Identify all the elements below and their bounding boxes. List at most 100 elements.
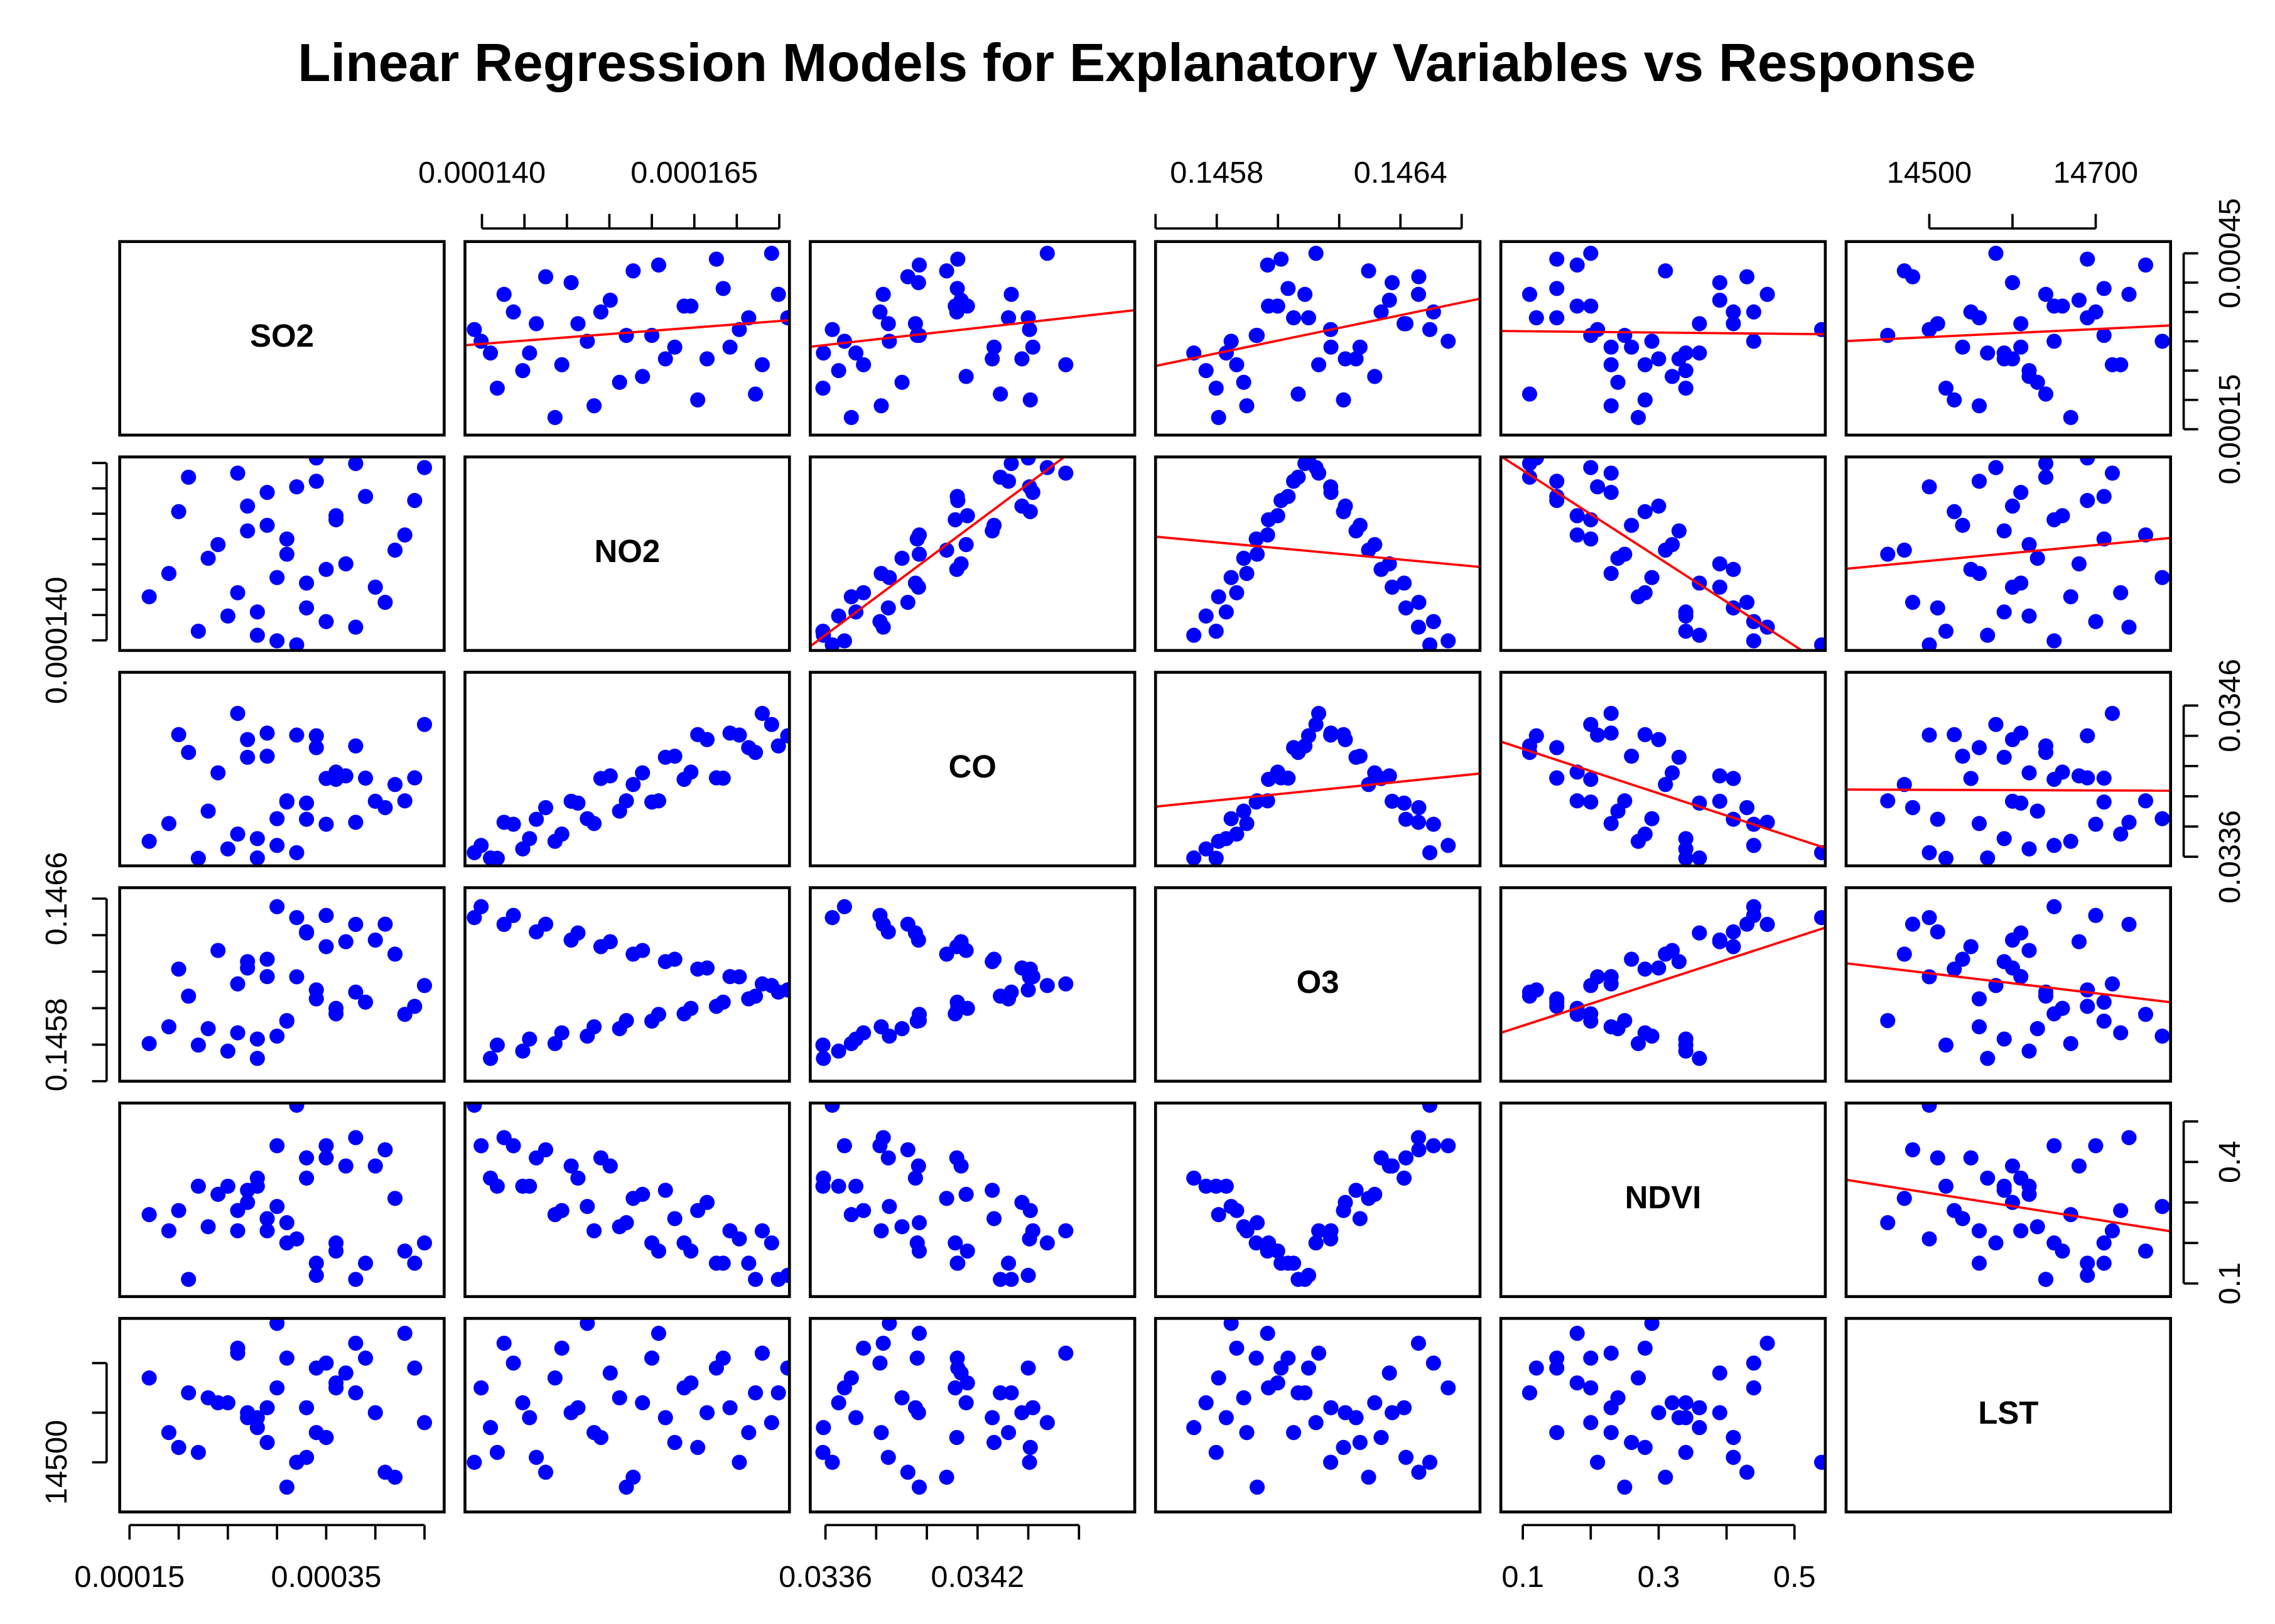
point <box>269 811 285 826</box>
point <box>1352 1211 1368 1226</box>
point <box>816 1170 831 1186</box>
point <box>651 1326 666 1341</box>
point <box>1678 1043 1694 1059</box>
point <box>1022 1454 1037 1470</box>
point <box>900 595 916 610</box>
point <box>515 1178 531 1194</box>
point <box>1229 585 1245 600</box>
point <box>377 916 393 932</box>
point <box>1229 1340 1245 1356</box>
point <box>2046 512 2062 528</box>
point <box>338 1158 354 1174</box>
point <box>1678 841 1694 857</box>
point <box>1373 1429 1389 1446</box>
point <box>367 793 383 809</box>
point <box>496 815 512 830</box>
point <box>1286 1425 1302 1441</box>
point <box>1422 1454 1438 1470</box>
point <box>1583 794 1599 810</box>
point <box>220 608 235 624</box>
point <box>328 512 344 528</box>
point <box>1678 381 1694 396</box>
point <box>1963 1150 1979 1166</box>
point <box>171 504 186 519</box>
point <box>1971 1255 1987 1271</box>
point <box>993 1385 1008 1400</box>
point <box>1739 916 1755 932</box>
point <box>2004 498 2021 514</box>
point <box>1367 369 1383 384</box>
point <box>1248 1235 1264 1251</box>
point <box>1398 316 1414 332</box>
point <box>1058 976 1074 992</box>
point <box>1905 1142 1921 1157</box>
point <box>612 1390 627 1405</box>
point <box>1422 322 1438 337</box>
panel <box>809 1317 1137 1513</box>
point <box>2046 333 2062 349</box>
point <box>722 339 738 355</box>
point <box>200 550 216 566</box>
point <box>2080 982 2095 998</box>
point <box>1996 351 2012 367</box>
point <box>200 1020 216 1036</box>
point <box>816 1420 831 1436</box>
point <box>563 793 579 809</box>
point <box>2080 457 2095 466</box>
point <box>2021 943 2037 958</box>
point <box>1323 725 1339 741</box>
point <box>2137 1243 2154 1259</box>
point <box>1759 286 1775 302</box>
point <box>240 954 256 970</box>
point <box>338 934 354 950</box>
point <box>848 1178 864 1194</box>
point <box>1248 1350 1264 1366</box>
point <box>722 725 738 741</box>
point <box>171 1439 186 1455</box>
point <box>210 943 226 958</box>
point <box>279 794 295 810</box>
point <box>1297 1272 1313 1287</box>
point <box>230 585 246 600</box>
point <box>279 1480 295 1495</box>
point <box>1198 1178 1214 1194</box>
point <box>1250 546 1265 562</box>
point <box>529 1449 544 1465</box>
point <box>2080 492 2095 509</box>
point <box>1971 310 1987 326</box>
point <box>635 369 651 384</box>
point <box>377 1142 393 1157</box>
point <box>1397 575 1412 591</box>
point <box>2046 771 2062 788</box>
point <box>210 765 226 781</box>
points <box>1186 457 1456 651</box>
point <box>1726 924 1741 939</box>
point <box>387 946 403 962</box>
points <box>141 457 433 651</box>
point <box>483 1170 499 1186</box>
point <box>318 907 334 923</box>
point <box>1583 298 1599 314</box>
point <box>1348 1183 1364 1198</box>
point <box>1938 624 1954 639</box>
point <box>1022 504 1038 519</box>
point <box>1971 991 1987 1007</box>
point <box>515 363 531 379</box>
point <box>1651 1405 1667 1421</box>
panel-border <box>1154 671 1482 868</box>
point <box>1739 269 1755 284</box>
point <box>1930 600 1945 616</box>
point <box>1971 398 1987 414</box>
point <box>220 1395 235 1410</box>
point <box>770 1385 786 1400</box>
point <box>1759 815 1775 830</box>
point <box>279 1350 295 1366</box>
panel <box>1154 1317 1482 1513</box>
point <box>1440 333 1456 349</box>
point <box>824 637 840 651</box>
point <box>875 286 891 302</box>
point <box>635 765 651 781</box>
point <box>667 1211 683 1226</box>
point <box>299 811 315 827</box>
point <box>181 1385 197 1400</box>
